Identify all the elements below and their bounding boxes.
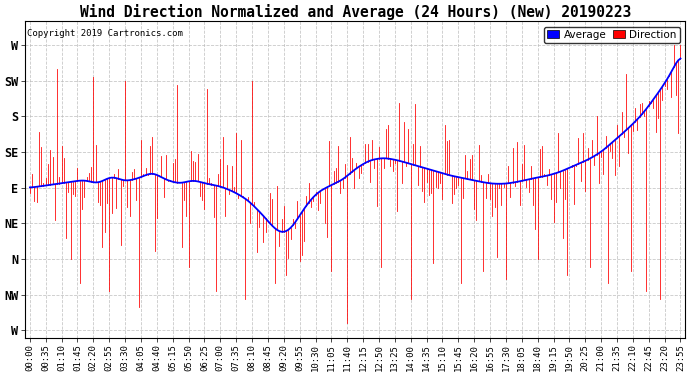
Legend: Average, Direction: Average, Direction xyxy=(544,27,680,43)
Text: Copyright 2019 Cartronics.com: Copyright 2019 Cartronics.com xyxy=(27,29,183,38)
Title: Wind Direction Normalized and Average (24 Hours) (New) 20190223: Wind Direction Normalized and Average (2… xyxy=(79,4,631,20)
